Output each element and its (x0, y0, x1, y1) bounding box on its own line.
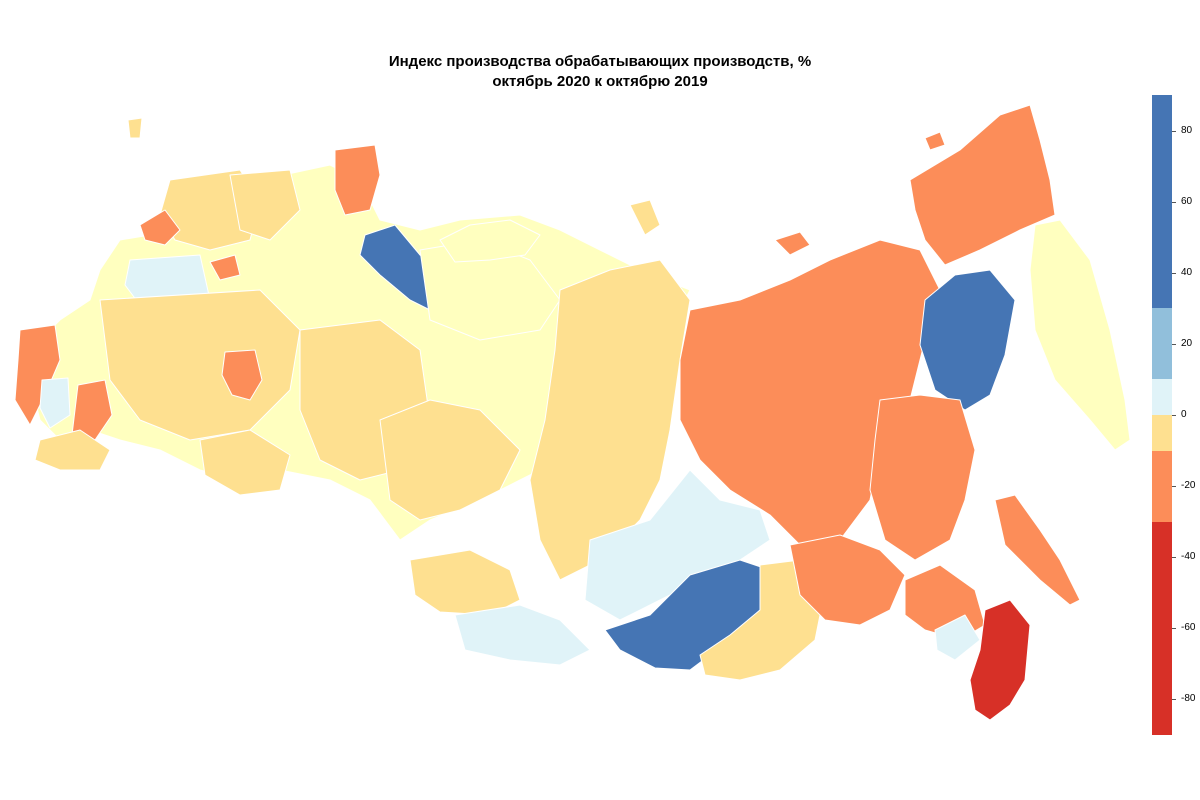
map-title: Индекс производства обрабатывающих произ… (0, 52, 1200, 92)
region-primorye (969, 599, 1031, 721)
legend-bin-4 (1152, 450, 1172, 522)
region-west-orange (71, 379, 113, 441)
region-south-siberia (409, 549, 521, 616)
region-kola (334, 144, 381, 216)
legend-bin-1 (1152, 308, 1172, 380)
region-kaliningrad (127, 117, 143, 139)
color-legend: 80 60 40 20 0 -20 -40 -60 -80 (1150, 95, 1200, 735)
legend-tick-mark (1172, 486, 1176, 488)
region-karelia (229, 169, 301, 241)
region-krasnoyarsk (529, 259, 691, 581)
region-altai-blue (454, 604, 591, 666)
legend-tick-label: 80 (1181, 124, 1193, 136)
legend-tick-mark (1172, 343, 1176, 345)
region-far-east-lightblue (934, 614, 981, 661)
region-negative-small (209, 254, 241, 281)
legend-bin-5 (1152, 521, 1172, 735)
legend-color-bar (1152, 95, 1172, 735)
region-volga-orange (221, 349, 263, 401)
region-kamchatka (1029, 219, 1131, 451)
region-sakhalin (994, 494, 1081, 606)
title-line-2: октябрь 2020 к октябрю 2019 (492, 73, 708, 90)
region-west-blue (39, 377, 71, 429)
region-negative-nw (139, 209, 181, 246)
region-irkutsk (584, 469, 771, 621)
region-south-2 (199, 429, 291, 496)
region-taimyr-tip (629, 199, 661, 236)
region-chukotka (909, 104, 1056, 266)
region-south (34, 429, 111, 471)
region-west-border (14, 324, 61, 426)
region-khabarovsk (869, 394, 976, 561)
legend-tick-label: -60 (1181, 622, 1196, 634)
legend-tick-label: -40 (1181, 551, 1196, 563)
legend-tick-label: 20 (1181, 337, 1193, 349)
legend-tick-label: -20 (1181, 480, 1196, 492)
legend-tick-mark (1172, 272, 1176, 274)
legend-bin-3 (1152, 415, 1172, 451)
region-novosib-islands (774, 231, 811, 256)
legend-tick-label: 40 (1181, 266, 1193, 278)
legend-tick-label: -80 (1181, 693, 1196, 705)
legend-tick-mark (1172, 130, 1176, 132)
legend-tick-mark (1172, 415, 1176, 416)
region-khanty (379, 399, 521, 521)
region-wrangel (924, 131, 946, 151)
legend-bin-0 (1152, 95, 1172, 309)
legend-tick-label: 0 (1181, 409, 1187, 420)
region-novaya-zemlya (439, 219, 541, 263)
legend-tick-mark (1172, 699, 1176, 701)
region-magadan (919, 269, 1016, 411)
legend-tick-label: 60 (1181, 195, 1193, 207)
legend-tick-mark (1172, 628, 1176, 630)
legend-tick-mark (1172, 201, 1176, 203)
legend-bin-2 (1152, 379, 1172, 415)
title-line-1: Индекс производства обрабатывающих произ… (388, 53, 812, 70)
region-amur (789, 534, 906, 626)
legend-tick-mark (1172, 557, 1176, 559)
